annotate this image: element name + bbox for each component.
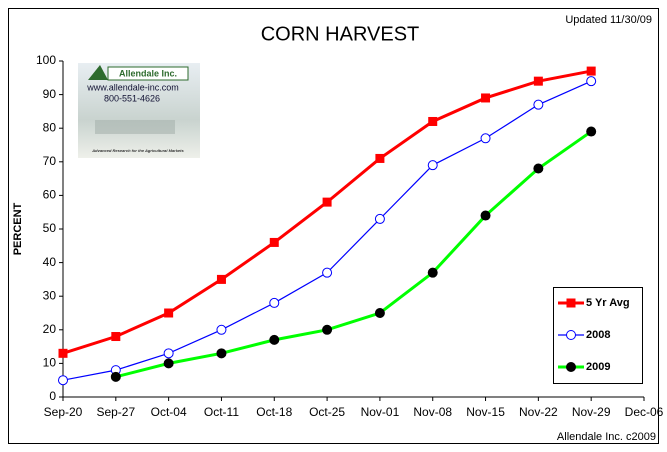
x-tick-label: Oct-04 (151, 405, 187, 419)
marker (480, 210, 491, 221)
legend-label: 2008 (586, 329, 610, 341)
legend-label: 5 Yr Avg (586, 297, 630, 309)
marker (481, 93, 491, 103)
y-tick-label: 20 (43, 322, 57, 336)
marker (164, 308, 174, 318)
marker (110, 371, 121, 382)
marker (269, 334, 280, 345)
marker (533, 76, 543, 86)
legend-label: 2009 (586, 361, 610, 373)
marker (586, 66, 596, 76)
marker (428, 116, 438, 126)
marker (163, 358, 174, 369)
y-axis-label: PERCENT (12, 202, 24, 255)
x-tick-label: Nov-22 (519, 405, 558, 419)
y-tick-label: 10 (43, 356, 57, 370)
marker (566, 330, 576, 340)
marker (269, 297, 280, 308)
y-tick-label: 90 (43, 87, 57, 101)
marker (374, 308, 385, 318)
x-tick-label: Oct-18 (256, 405, 292, 419)
source: Allendale Inc. c2009 (557, 431, 656, 443)
marker (163, 348, 174, 359)
marker (566, 362, 576, 372)
marker (216, 274, 226, 284)
marker (374, 213, 385, 224)
marker (216, 348, 227, 359)
y-tick-label: 70 (43, 154, 57, 168)
logo-name: Allendale Inc. (119, 68, 177, 78)
x-tick-label: Nov-01 (361, 405, 400, 419)
marker (533, 163, 544, 174)
marker (566, 298, 576, 308)
x-tick-label: Sep-20 (44, 405, 83, 419)
marker (375, 153, 385, 163)
logo: Allendale Inc. www.allendale-inc.com 800… (78, 63, 200, 158)
marker (269, 237, 279, 247)
marker (427, 160, 438, 171)
marker (586, 76, 597, 87)
y-tick-label: 0 (49, 389, 56, 403)
logo-icon (88, 65, 108, 80)
marker (322, 197, 332, 207)
logo-phone: 800-551-4626 (104, 93, 160, 103)
marker (111, 332, 121, 342)
x-tick-label: Sep-27 (96, 405, 135, 419)
marker (427, 267, 438, 278)
x-tick-label: Nov-29 (572, 405, 611, 419)
x-tick-label: Dec-06 (625, 405, 664, 419)
logo-skyline (95, 120, 175, 134)
marker (322, 324, 333, 335)
marker (480, 133, 491, 144)
subtitle: Updated 11/30/09 (565, 14, 652, 26)
logo-tagline: Advanced Research for the Agricultural M… (91, 148, 184, 153)
logo-url: www.allendale-inc.com (86, 82, 179, 92)
y-tick-label: 60 (43, 188, 57, 202)
y-tick-label: 80 (43, 120, 57, 134)
marker (58, 348, 68, 358)
marker (216, 324, 227, 335)
y-tick-label: 30 (43, 288, 57, 302)
chart-title: CORN HARVEST (261, 23, 420, 45)
x-tick-label: Nov-08 (413, 405, 452, 419)
x-tick-label: Oct-25 (309, 405, 345, 419)
y-tick-label: 100 (36, 53, 56, 67)
y-tick-label: 50 (43, 221, 57, 235)
marker (533, 99, 544, 110)
marker (586, 126, 597, 137)
x-tick-label: Nov-15 (466, 405, 505, 419)
series-line (115, 130, 593, 379)
marker (322, 267, 333, 278)
marker (58, 375, 68, 386)
y-tick-label: 40 (43, 255, 57, 269)
x-tick-label: Oct-11 (204, 405, 239, 419)
logo-badge (107, 66, 189, 81)
